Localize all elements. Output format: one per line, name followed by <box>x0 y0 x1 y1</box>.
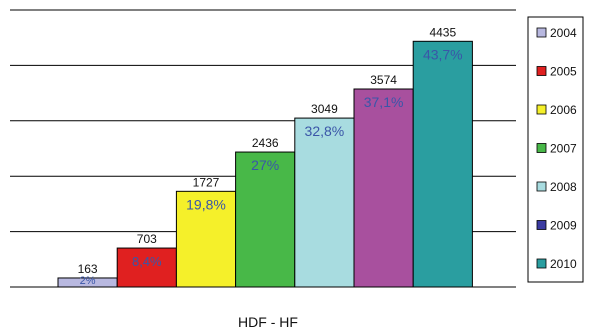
bar-2009 <box>353 88 414 288</box>
legend-swatch-2004 <box>536 27 547 38</box>
legend-label-2007: 2007 <box>550 142 577 156</box>
value-label-2010: 4435 <box>429 25 456 39</box>
value-label-2005: 703 <box>137 232 157 246</box>
legend: 2004 2005 2006 2007 2008 2009 2010 <box>527 16 584 283</box>
legend-swatch-2009 <box>536 220 547 230</box>
bar-2008 <box>294 117 355 288</box>
value-label-2008: 3049 <box>311 102 338 116</box>
legend-label-2006: 2006 <box>550 103 577 117</box>
legend-swatch-2006 <box>536 104 547 115</box>
percent-label-2007: 27% <box>251 157 279 173</box>
legend-label-2010: 2010 <box>550 257 577 271</box>
value-label-2004: 163 <box>78 262 98 276</box>
percent-label-2004: 2% <box>80 275 96 287</box>
bar-2010 <box>412 40 473 288</box>
value-label-2006: 1727 <box>193 175 220 189</box>
legend-swatch-2007 <box>536 143 547 153</box>
legend-swatch-2008 <box>536 181 547 192</box>
bar-2006 <box>175 190 237 288</box>
x-axis-title: HDF - HF <box>238 314 298 330</box>
bars <box>57 40 473 288</box>
percent-label-2010: 43,7% <box>423 46 463 62</box>
percent-label-2009: 37,1% <box>364 94 404 110</box>
legend-swatch-2005 <box>536 66 547 76</box>
legend-label-2004: 2004 <box>550 26 577 40</box>
value-label-2009: 3574 <box>370 73 397 87</box>
legend-label-2008: 2008 <box>550 180 577 194</box>
value-label-2007: 2436 <box>252 136 279 150</box>
legend-label-2005: 2005 <box>550 65 577 79</box>
percent-label-2005: 8,4% <box>132 254 162 269</box>
percent-label-2006: 19,8% <box>186 196 226 212</box>
legend-swatch-2010 <box>536 258 547 269</box>
legend-label-2009: 2009 <box>550 219 577 233</box>
bar-2007 <box>235 151 296 288</box>
percent-label-2008: 32,8% <box>305 123 345 139</box>
